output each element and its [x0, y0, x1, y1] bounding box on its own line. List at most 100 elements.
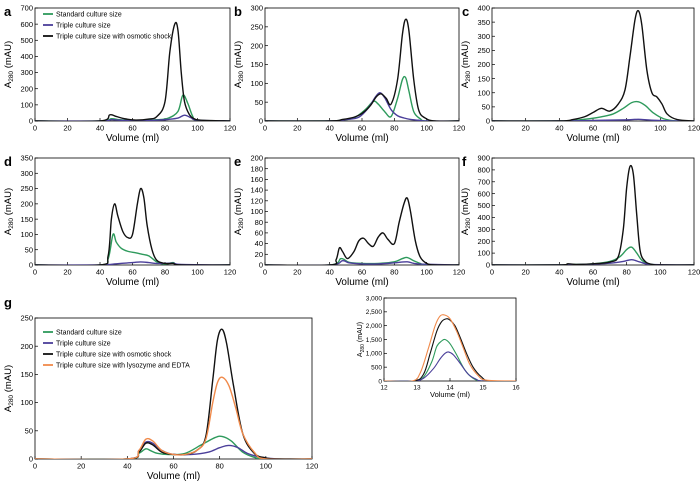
series-line-2	[384, 318, 516, 381]
x-axis-label: Volume (ml)	[430, 390, 471, 399]
y-axis-label-unit: (mAU)	[357, 322, 364, 344]
y-axis-label-unit: (mAU)	[3, 41, 14, 71]
y-tick-label: 500	[20, 36, 33, 45]
series-line-2	[265, 197, 459, 265]
x-tick-label: 40	[123, 462, 131, 471]
x-tick-label: 120	[453, 268, 466, 277]
y-tick-label: 180	[250, 164, 263, 173]
series-line-1	[265, 259, 459, 265]
y-tick-label: 100	[477, 88, 490, 97]
y-tick-label: 600	[477, 189, 490, 198]
y-axis-label-main: A	[233, 81, 244, 88]
x-tick-label: 40	[96, 268, 104, 277]
y-tick-label: 200	[20, 342, 33, 351]
x-tick-label: 20	[521, 124, 529, 133]
x-tick-label: 80	[161, 268, 169, 277]
series-group	[384, 314, 516, 381]
y-tick-label: 200	[20, 84, 33, 93]
panel-letter: c	[462, 4, 469, 19]
x-tick-label: 12	[380, 385, 388, 392]
y-axis-label-main: A	[460, 81, 471, 88]
y-tick-label: 150	[20, 215, 33, 224]
x-tick-label: 0	[33, 462, 37, 471]
series-group	[35, 187, 230, 265]
x-tick-label: 40	[325, 124, 333, 133]
y-tick-label: 250	[20, 184, 33, 193]
y-tick-label: 50	[482, 103, 490, 112]
x-tick-label: 100	[654, 124, 667, 133]
plot-frame	[264, 7, 460, 122]
y-tick-label: 100	[20, 100, 33, 109]
panel-f: f 0 20 40 60 80 100 120 0 100 200 300 400 500 600 700 80…	[460, 154, 700, 288]
x-tick-label: 80	[161, 124, 169, 133]
y-axis-label-sub: 280	[465, 218, 472, 229]
x-tick-label: 40	[96, 124, 104, 133]
legend: Standard culture size Triple culture size…	[43, 12, 172, 41]
y-axis-label-sub: 280	[238, 71, 245, 82]
x-tick-label: 14	[446, 385, 454, 392]
x-tick-label: 15	[479, 385, 487, 392]
x-axis-label: Volume (ml)	[147, 471, 200, 482]
x-tick-label: 80	[622, 124, 630, 133]
y-tick-label: 900	[477, 154, 490, 163]
x-tick-label: 60	[169, 462, 177, 471]
y-axis-label-main: A	[233, 228, 244, 235]
x-tick-label: 60	[358, 268, 366, 277]
legend-entry: Triple culture size with osmotic shock	[56, 34, 172, 41]
x-tick-label: 60	[589, 124, 597, 133]
x-tick-label: 60	[589, 268, 597, 277]
y-axis-label: A280 (mAU)	[3, 365, 15, 412]
y-tick-label: 0	[378, 378, 382, 385]
y-tick-label: 80	[255, 218, 263, 227]
y-tick-label: 500	[477, 201, 490, 210]
series-group	[265, 197, 459, 265]
x-tick-label: 100	[420, 268, 433, 277]
y-tick-label: 0	[486, 117, 490, 126]
y-axis-label-unit: (mAU)	[460, 188, 471, 218]
y-tick-label: 20	[255, 250, 263, 259]
y-tick-label: 100	[20, 398, 33, 407]
y-axis-label-unit: (mAU)	[233, 188, 244, 218]
series-line-2	[492, 9, 694, 121]
series-group	[265, 18, 459, 121]
plot-frame	[34, 317, 313, 460]
x-tick-label: 0	[33, 268, 37, 277]
y-tick-label: 250	[477, 46, 490, 55]
x-tick-label: 20	[293, 124, 301, 133]
x-tick-label: 20	[63, 268, 71, 277]
panel-letter: a	[4, 4, 12, 19]
x-tick-label: 0	[490, 124, 494, 133]
y-axis-label-sub: 280	[8, 395, 15, 406]
x-tick-label: 80	[390, 124, 398, 133]
y-axis-label: A280 (mAU)	[357, 322, 366, 357]
y-tick-label: 300	[20, 169, 33, 178]
y-tick-label: 1,500	[366, 337, 383, 344]
series-group	[492, 164, 694, 265]
panel-g: g 0 20 40 60 80 100 120 0 50 100 150 200 250 Volume (m…	[3, 295, 318, 482]
y-tick-label: 100	[250, 207, 263, 216]
y-tick-label: 200	[477, 60, 490, 69]
x-tick-label: 120	[224, 268, 237, 277]
x-axis-label: Volume (ml)	[566, 277, 619, 288]
x-tick-label: 120	[224, 124, 237, 133]
y-tick-label: 300	[477, 225, 490, 234]
y-tick-label: 0	[29, 261, 33, 270]
panel-letter: b	[234, 4, 242, 19]
y-tick-label: 250	[20, 314, 33, 323]
x-tick-label: 16	[512, 385, 520, 392]
y-axis-label-main: A	[3, 81, 14, 88]
legend-entry: Triple culture size	[56, 341, 111, 348]
x-tick-label: 100	[191, 124, 204, 133]
y-axis-label: A280 (mAU)	[460, 188, 472, 235]
legend-entry: Standard culture size	[56, 330, 122, 337]
x-tick-label: 40	[555, 124, 563, 133]
y-tick-label: 300	[477, 32, 490, 41]
y-axis-label-sub: 280	[360, 344, 366, 353]
series-line-2	[35, 187, 230, 265]
y-tick-label: 400	[477, 213, 490, 222]
x-axis-label: Volume (ml)	[106, 277, 159, 288]
series-line-0	[35, 435, 312, 459]
plot-frame	[383, 297, 517, 382]
y-axis-label-main: A	[460, 228, 471, 235]
y-axis-label: A280 (mAU)	[3, 188, 15, 235]
